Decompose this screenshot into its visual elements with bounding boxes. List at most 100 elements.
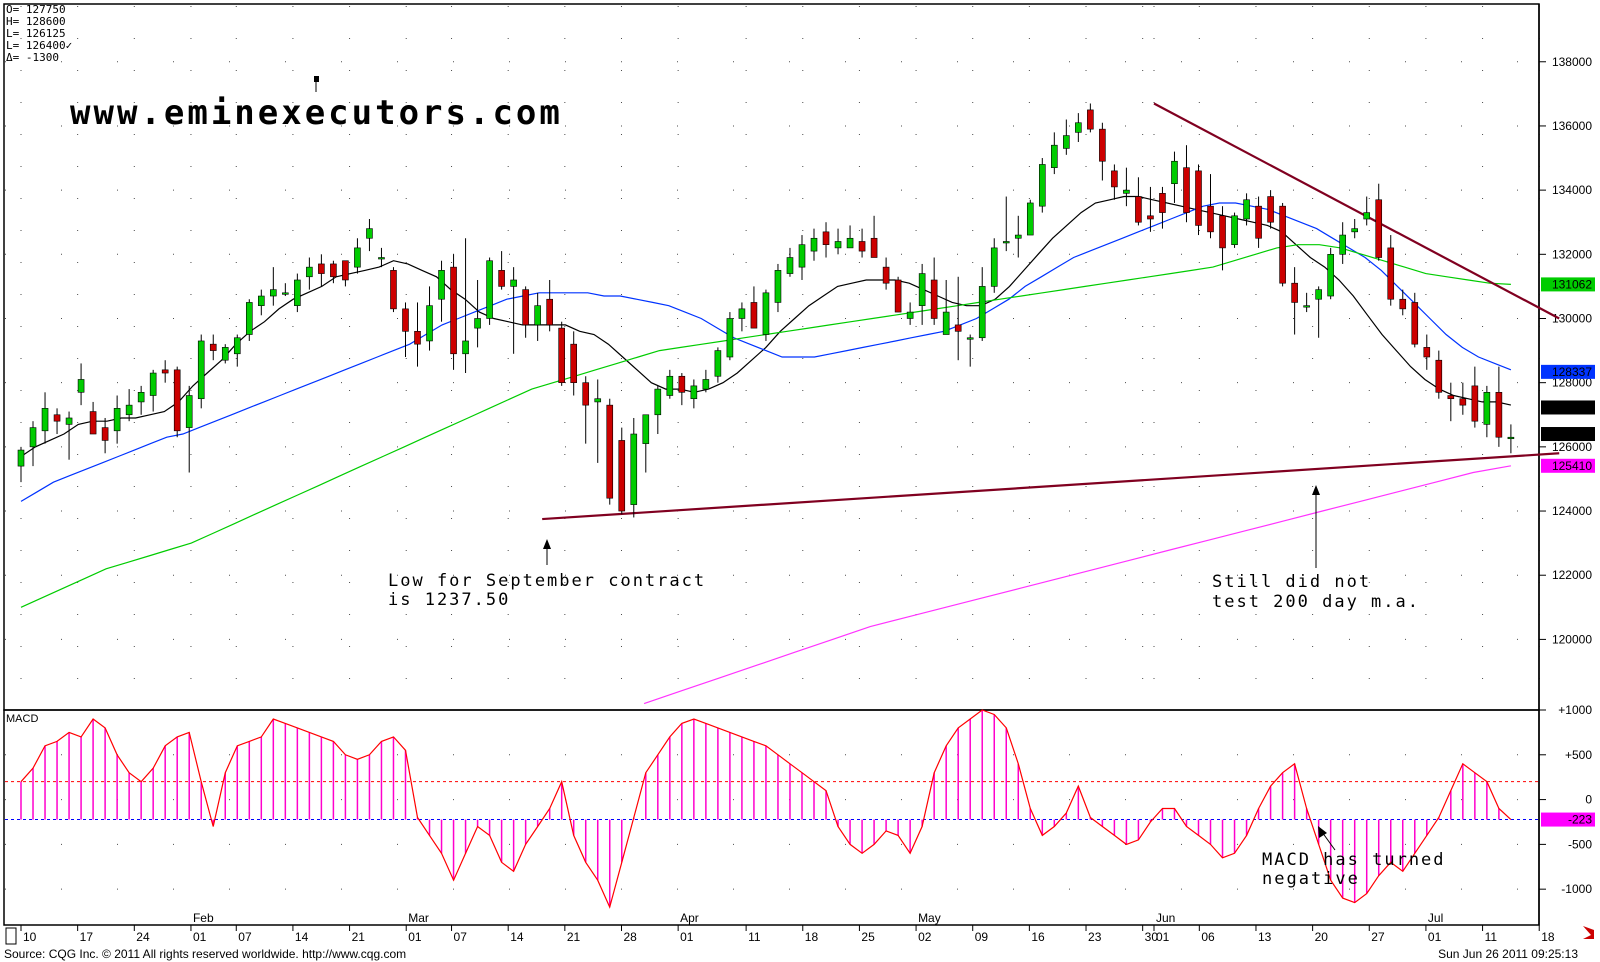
candle — [306, 257, 313, 290]
x-tick-label: 21 — [352, 930, 366, 944]
test-note-line-2: test 200 day m.a. — [1212, 592, 1420, 612]
candle — [390, 267, 397, 313]
candle-body — [546, 298, 553, 326]
candle — [582, 376, 590, 444]
candle-body — [978, 286, 986, 339]
candle — [570, 331, 578, 396]
candle-body — [726, 318, 734, 358]
price-label-value: 127227 — [1552, 400, 1592, 414]
price-tick-label: 134000 — [1552, 183, 1592, 197]
x-tick-label: 13 — [1258, 930, 1272, 944]
candle-body — [1111, 170, 1118, 188]
scroll-right-arrow-icon[interactable] — [1583, 926, 1594, 939]
candle — [1339, 222, 1346, 264]
candle-body — [522, 289, 529, 326]
candle-body — [858, 241, 866, 252]
candle — [762, 289, 770, 341]
x-tick-label: 01 — [680, 930, 694, 944]
candle — [882, 257, 890, 290]
candle — [1447, 382, 1455, 422]
candle-body — [29, 427, 37, 448]
trendline — [542, 452, 1560, 521]
candle — [1471, 366, 1479, 428]
candle-body — [89, 411, 97, 435]
candle-body — [654, 388, 662, 416]
x-tick-label: 27 — [1371, 930, 1385, 944]
candle — [53, 408, 61, 435]
candle-body — [1195, 170, 1202, 226]
candle-body — [990, 247, 998, 287]
x-tick-label: 06 — [1201, 930, 1215, 944]
candle-body — [630, 433, 638, 505]
candle — [366, 219, 373, 252]
candle — [810, 228, 818, 261]
candle — [402, 302, 409, 357]
candle — [474, 279, 481, 348]
candle — [149, 369, 157, 412]
candle-body — [1387, 247, 1395, 300]
candle — [77, 363, 85, 406]
x-tick-label: 07 — [238, 930, 252, 944]
candle-body — [714, 350, 722, 377]
candle-body — [1315, 289, 1322, 300]
candle-body — [1207, 205, 1214, 233]
candle — [1507, 424, 1515, 454]
macd-title: MACD — [6, 713, 38, 725]
candle — [41, 392, 49, 444]
low-arrow-head — [543, 539, 551, 549]
candle-body — [1002, 241, 1010, 244]
month-label: May — [918, 911, 941, 925]
test-note-line-1: Still did not — [1212, 572, 1371, 592]
candle — [822, 222, 830, 258]
scroll-left-button[interactable] — [5, 927, 17, 945]
candle — [1291, 267, 1298, 335]
candle-body — [1483, 391, 1491, 425]
candle — [1038, 158, 1046, 213]
candle-body — [1423, 347, 1431, 358]
candle-body — [882, 266, 890, 284]
candle — [185, 385, 193, 473]
candle-body — [1231, 215, 1238, 245]
candle-body — [1267, 196, 1274, 223]
candle-body — [570, 343, 578, 383]
candle-body — [426, 305, 433, 342]
price-label-box — [1541, 277, 1595, 292]
candle — [101, 417, 109, 454]
candle — [1267, 190, 1274, 229]
candle — [798, 235, 806, 280]
candle — [137, 385, 145, 415]
candle-body — [1099, 128, 1106, 162]
candle-body — [678, 375, 686, 393]
candle-body — [1063, 135, 1070, 149]
macd-note-line-1: MACD has turned — [1262, 850, 1446, 870]
candle-body — [918, 273, 926, 306]
candle — [233, 334, 241, 367]
candle-body — [1255, 205, 1262, 239]
candle-body — [582, 382, 590, 406]
candle — [89, 401, 97, 435]
candle-body — [1363, 212, 1371, 220]
footer-timestamp: Sun Jun 26 2011 09:25:13 — [1438, 947, 1578, 961]
candle — [1219, 206, 1226, 271]
candle-body — [702, 379, 710, 390]
price-label-value: 128337 — [1552, 365, 1592, 379]
candle — [1375, 183, 1383, 261]
candle-body — [786, 257, 794, 274]
candle-body — [834, 241, 842, 249]
candlesticks — [17, 103, 1515, 518]
candle-body — [245, 302, 253, 335]
candle — [1026, 199, 1034, 236]
candle-body — [258, 295, 265, 306]
candle — [1483, 385, 1491, 438]
candle-body — [149, 372, 157, 396]
x-tick-label: 07 — [454, 930, 468, 944]
candle-body — [197, 340, 205, 400]
candle-body — [137, 391, 145, 403]
candle — [1063, 119, 1070, 155]
candle — [270, 267, 277, 306]
macd-arrow-head — [1318, 826, 1327, 838]
x-tick-label: 18 — [1541, 930, 1555, 944]
x-tick-label: 14 — [510, 930, 524, 944]
candle-body — [930, 279, 938, 319]
